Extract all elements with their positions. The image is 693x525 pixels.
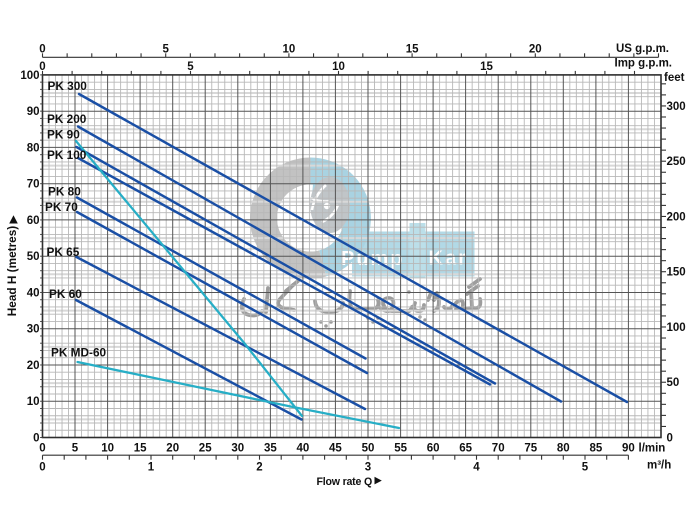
svg-text:60: 60 xyxy=(27,215,40,227)
svg-text:0: 0 xyxy=(39,462,45,474)
svg-text:PK 90: PK 90 xyxy=(47,128,80,142)
svg-text:PK 80: PK 80 xyxy=(48,185,81,199)
svg-text:15: 15 xyxy=(134,443,147,455)
svg-text:US g.p.m.: US g.p.m. xyxy=(616,43,669,55)
svg-text:PK MD-60: PK MD-60 xyxy=(51,346,107,360)
svg-text:0: 0 xyxy=(39,443,45,455)
svg-text:PK 100: PK 100 xyxy=(47,148,87,162)
svg-text:Head H (metres): Head H (metres) xyxy=(5,226,19,317)
svg-text:40: 40 xyxy=(297,443,310,455)
svg-text:40: 40 xyxy=(27,288,40,300)
svg-text:m³/h: m³/h xyxy=(647,460,671,472)
svg-text:80: 80 xyxy=(27,142,40,154)
svg-text:85: 85 xyxy=(590,443,603,455)
svg-text:PK 65: PK 65 xyxy=(47,245,80,259)
svg-text:70: 70 xyxy=(492,443,505,455)
svg-text:4: 4 xyxy=(473,462,480,474)
svg-text:90: 90 xyxy=(622,443,635,455)
svg-text:80: 80 xyxy=(557,443,570,455)
svg-text:75: 75 xyxy=(524,443,537,455)
svg-text:90: 90 xyxy=(27,106,40,118)
svg-text:200: 200 xyxy=(667,212,686,224)
svg-text:60: 60 xyxy=(427,443,440,455)
svg-text:PK 70: PK 70 xyxy=(45,200,78,214)
svg-text:feet: feet xyxy=(664,72,685,84)
svg-text:50: 50 xyxy=(27,251,40,263)
svg-text:1: 1 xyxy=(148,462,155,474)
svg-text:Kar: Kar xyxy=(429,248,468,270)
svg-text:70: 70 xyxy=(27,179,40,191)
svg-text:55: 55 xyxy=(394,443,407,455)
svg-text:250: 250 xyxy=(667,156,686,168)
svg-text:300: 300 xyxy=(667,101,686,113)
svg-text:0: 0 xyxy=(39,43,45,55)
svg-text:0: 0 xyxy=(667,433,673,445)
svg-text:30: 30 xyxy=(231,443,244,455)
svg-text:65: 65 xyxy=(459,443,472,455)
svg-text:5: 5 xyxy=(582,462,589,474)
svg-text:Imp g.p.m.: Imp g.p.m. xyxy=(615,58,673,70)
svg-text:45: 45 xyxy=(329,443,342,455)
svg-text:l/min: l/min xyxy=(639,443,666,455)
svg-text:20: 20 xyxy=(529,43,542,55)
svg-text:10: 10 xyxy=(101,443,114,455)
svg-text:PK 60: PK 60 xyxy=(49,287,82,301)
svg-text:50: 50 xyxy=(362,443,375,455)
svg-text:25: 25 xyxy=(199,443,212,455)
svg-text:20: 20 xyxy=(166,443,179,455)
svg-text:0: 0 xyxy=(33,433,39,445)
svg-text:PK 200: PK 200 xyxy=(47,112,87,126)
svg-text:50: 50 xyxy=(667,377,680,389)
svg-text:150: 150 xyxy=(667,267,686,279)
svg-text:10: 10 xyxy=(27,396,40,408)
svg-text:5: 5 xyxy=(187,61,194,73)
svg-text:20: 20 xyxy=(27,360,40,372)
svg-text:15: 15 xyxy=(406,43,419,55)
svg-text:5: 5 xyxy=(72,443,79,455)
svg-text:10: 10 xyxy=(283,43,296,55)
svg-text:0: 0 xyxy=(39,61,45,73)
svg-text:10: 10 xyxy=(332,61,345,73)
svg-text:2: 2 xyxy=(256,462,262,474)
svg-text:Flow rate Q: Flow rate Q xyxy=(317,476,373,488)
svg-text:15: 15 xyxy=(480,61,493,73)
svg-text:30: 30 xyxy=(27,324,40,336)
svg-text:5: 5 xyxy=(162,43,169,55)
svg-text:3: 3 xyxy=(365,462,371,474)
svg-text:PK 300: PK 300 xyxy=(48,79,88,93)
svg-text:100: 100 xyxy=(20,70,39,82)
svg-text:35: 35 xyxy=(264,443,277,455)
svg-text:100: 100 xyxy=(667,322,686,334)
